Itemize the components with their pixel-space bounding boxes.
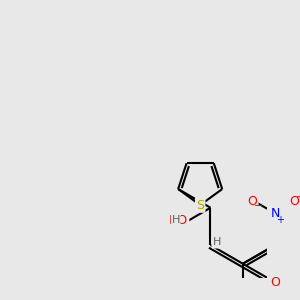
Text: H: H (172, 215, 180, 225)
Text: O: O (248, 195, 257, 208)
Text: S: S (196, 199, 204, 212)
Text: O: O (270, 276, 280, 289)
Text: −: − (254, 201, 263, 211)
Text: H: H (212, 237, 221, 248)
Text: HO: HO (169, 214, 188, 227)
Text: O: O (270, 209, 280, 222)
Text: +: + (276, 214, 283, 224)
Text: N: N (271, 276, 280, 289)
Text: −: − (296, 192, 300, 202)
Text: O: O (290, 195, 299, 208)
Text: N: N (271, 207, 280, 220)
